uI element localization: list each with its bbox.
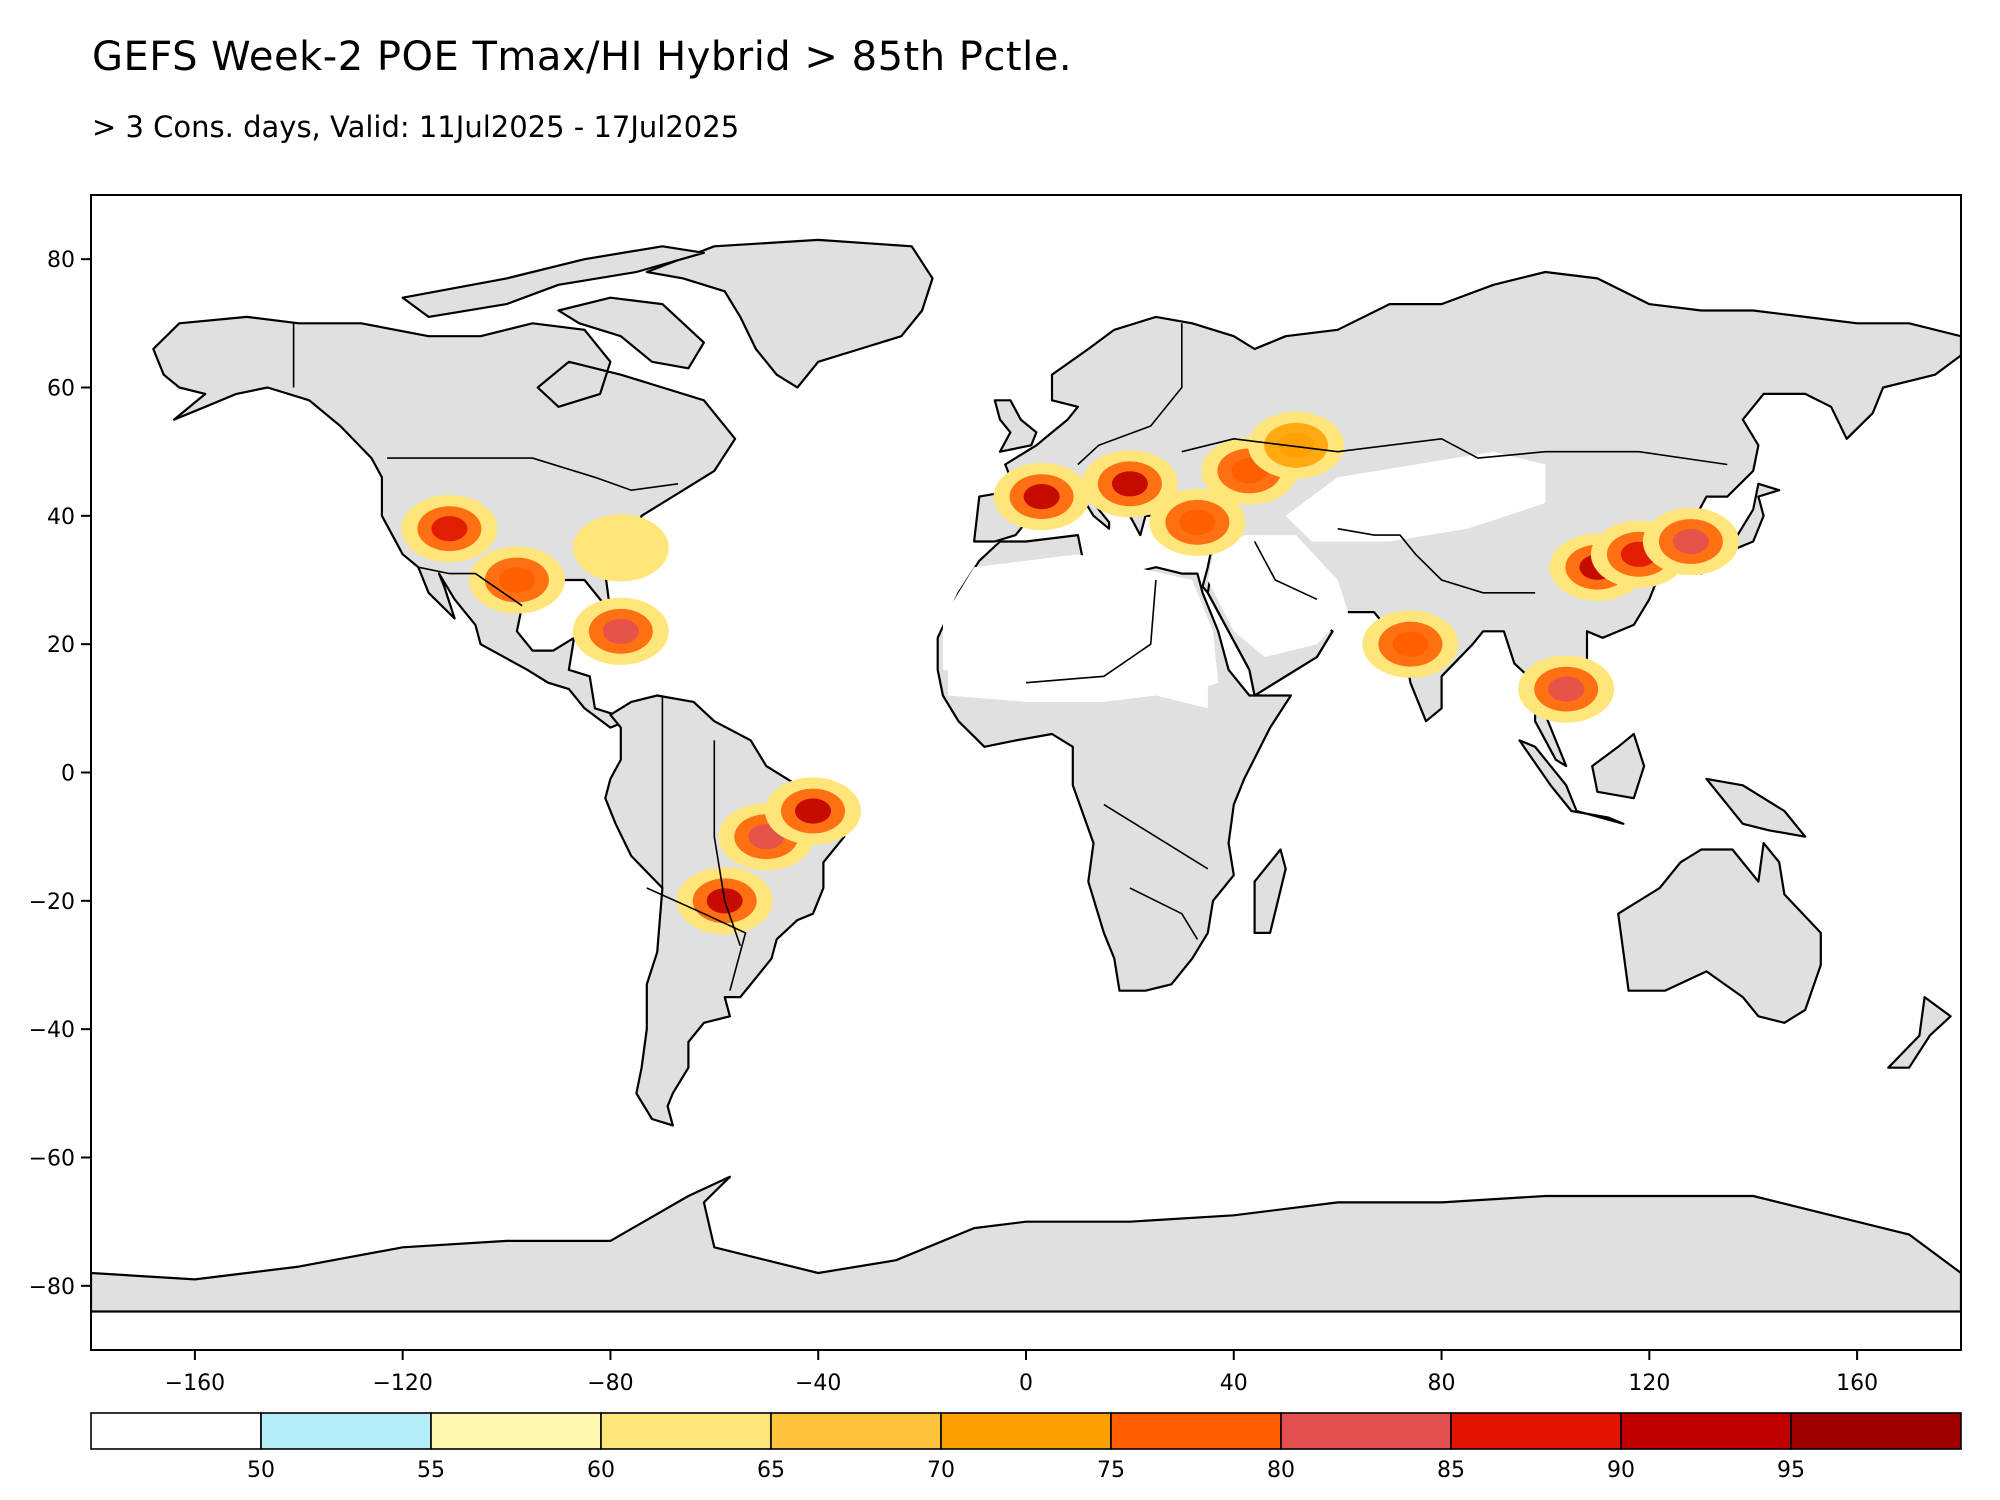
legend-label: 90: [1607, 1458, 1635, 1483]
unshaded-area-sahara: [942, 554, 1219, 696]
border-line-1: [387, 457, 679, 492]
legend-swatch: [1620, 1412, 1792, 1450]
hotspot-us-east: [602, 535, 639, 561]
y-tick-label: 20: [47, 633, 75, 658]
y-tick-label: 60: [47, 377, 75, 402]
y-tick-label: 80: [47, 248, 75, 273]
legend-label: 65: [757, 1458, 785, 1483]
x-tick-label: 0: [1019, 1371, 1033, 1396]
land-layer: [91, 238, 1961, 1313]
landmass-madagascar: [1253, 848, 1287, 934]
x-tick-label: 80: [1428, 1371, 1456, 1396]
hotspot-southeast-asia: [1548, 676, 1585, 702]
chart-subtitle: > 3 Cons. days, Valid: 11Jul2025 - 17Jul…: [92, 110, 740, 144]
landmass-borneo: [1591, 732, 1646, 800]
legend-swatch: [1280, 1412, 1452, 1450]
legend-label: 85: [1437, 1458, 1465, 1483]
landmass-australia: [1617, 842, 1822, 1024]
chart-title: GEFS Week-2 POE Tmax/HI Hybrid > 85th Pc…: [92, 34, 1073, 80]
unshaded-area-west-africa-sahel: [948, 669, 1208, 709]
landmass-arctic-islands: [401, 245, 705, 318]
landmass-new-guinea: [1705, 777, 1807, 838]
unshaded-area-central-asia: [1285, 451, 1546, 542]
y-tick-label: 40: [47, 505, 75, 530]
probability-layer: [401, 411, 1739, 935]
legend-swatch: [90, 1412, 262, 1450]
x-tick-label: 120: [1628, 1371, 1670, 1396]
hotspot-korea-japan: [1672, 528, 1709, 555]
legend-label: 55: [417, 1458, 445, 1483]
y-tick-label: −80: [29, 1275, 75, 1300]
x-tick-label: −160: [165, 1371, 225, 1396]
border-line-4: [713, 740, 742, 947]
hotspot-us-southwest: [431, 516, 468, 542]
color-legend: 50 55 60 65 70 75 80 85 90 95: [90, 1412, 1962, 1483]
legend-label: 70: [927, 1458, 955, 1483]
border-line-12: [1253, 541, 1318, 601]
legend-label: 60: [587, 1458, 615, 1483]
border-line-8: [1025, 579, 1157, 684]
hotspot-brazil-northeast: [795, 798, 831, 824]
landmass-uk: [993, 399, 1038, 453]
y-tick-label: 0: [61, 762, 75, 787]
hotspot-spain-france: [1023, 484, 1060, 510]
x-tick-label: 40: [1220, 1371, 1248, 1396]
hotspot-india-west: [1392, 631, 1429, 657]
legend-swatch: [1790, 1412, 1962, 1450]
legend-swatch: [260, 1412, 432, 1450]
legend-label: 50: [247, 1458, 275, 1483]
x-tick-label: −40: [795, 1371, 841, 1396]
legend-swatch: [770, 1412, 942, 1450]
landmass-antarctica: [91, 1175, 1961, 1313]
landmass-new-zealand: [1887, 996, 1952, 1069]
hotspot-turkey: [1179, 509, 1216, 535]
x-tick-label: −120: [372, 1371, 432, 1396]
border-line-11: [1337, 527, 1536, 594]
legend-swatch: [1110, 1412, 1282, 1450]
hotspot-kazakhstan: [1278, 432, 1315, 458]
border-line-9: [1103, 803, 1209, 870]
legend-swatch: [600, 1412, 772, 1450]
hotspot-us-texas: [498, 567, 535, 593]
border-line-10: [1129, 887, 1199, 940]
legend-label: 80: [1267, 1458, 1295, 1483]
landmass-baffin: [557, 296, 705, 370]
legend-label: 95: [1777, 1458, 1805, 1483]
x-tick-label: −80: [587, 1371, 633, 1396]
x-tick-label: 160: [1836, 1371, 1878, 1396]
unshaded-area-middle-east: [1207, 535, 1349, 657]
legend-swatch: [1450, 1412, 1622, 1450]
legend-swatch: [940, 1412, 1112, 1450]
landmass-greenland: [645, 238, 934, 389]
legend-swatch: [430, 1412, 602, 1450]
country-borders: [292, 323, 1728, 991]
landmass-indonesia: [1518, 739, 1625, 825]
hotspot-cuba: [602, 618, 639, 644]
border-line-6: [1077, 323, 1183, 466]
y-tick-label: −60: [29, 1147, 75, 1172]
border-line-5: [646, 887, 747, 991]
y-tick-label: −40: [29, 1018, 75, 1043]
border-line-2: [418, 566, 523, 607]
hotspot-balkans: [1111, 471, 1148, 497]
border-line-7: [1181, 437, 1728, 466]
y-tick-label: −20: [29, 890, 75, 915]
x-axis-ticks: −160 −120 −80 −40 0 40 80 120 160: [165, 1350, 1878, 1396]
y-axis-ticks: 80 60 40 20 0 −20 −40 −60 −80: [29, 248, 91, 1300]
legend-label: 75: [1097, 1458, 1125, 1483]
